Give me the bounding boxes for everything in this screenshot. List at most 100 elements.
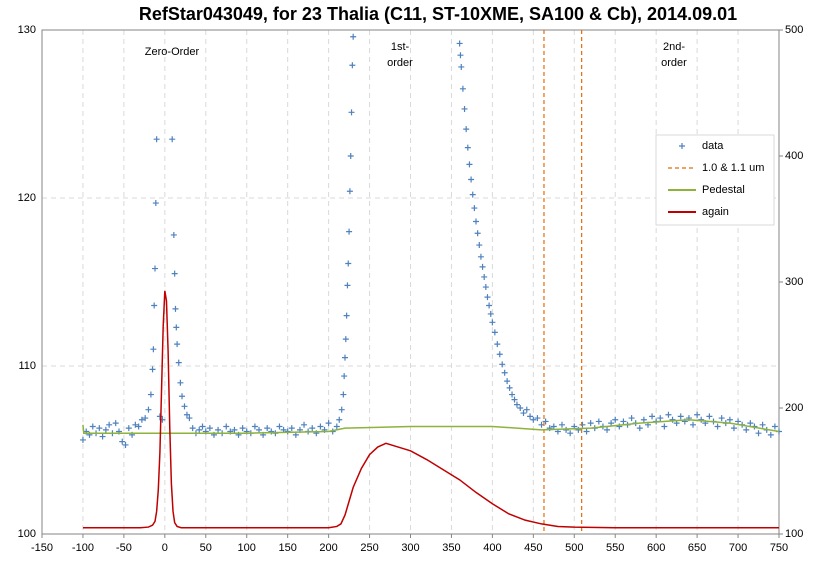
data-point [665, 411, 672, 418]
data-point [325, 420, 332, 427]
data-point [506, 384, 513, 391]
data-point [346, 188, 353, 195]
data-point [550, 423, 557, 430]
data-point [466, 161, 473, 168]
data-point [755, 430, 762, 437]
data-point [189, 425, 196, 432]
data-point [288, 425, 295, 432]
x-tick-label: 600 [647, 542, 665, 554]
data-point [718, 415, 725, 422]
data-point [595, 418, 602, 425]
data-point [542, 418, 549, 425]
x-tick-label: 100 [238, 542, 256, 554]
data-point [513, 401, 520, 408]
x-tick-label: 400 [483, 542, 501, 554]
data-point [345, 260, 352, 267]
data-point [186, 415, 193, 422]
annotation: order [661, 57, 687, 69]
data-point [125, 425, 132, 432]
data-point [661, 423, 668, 430]
chart-title: RefStar043049, for 23 Thalia (C11, ST-10… [139, 4, 737, 24]
annotation: 2nd- [663, 41, 685, 53]
data-point [730, 425, 737, 432]
data-point [747, 420, 754, 427]
data-point [735, 418, 742, 425]
x-tick-label: -100 [72, 542, 94, 554]
data-point [239, 425, 246, 432]
x-tick-label: 350 [442, 542, 460, 554]
data-point [669, 416, 676, 423]
data-point [340, 391, 347, 398]
data-point [343, 312, 350, 319]
data-point [459, 85, 466, 92]
x-tick-label: 650 [688, 542, 706, 554]
y2-tick-label: 400 [785, 150, 803, 162]
x-tick-label: 500 [565, 542, 583, 554]
y2-tick-label: 500 [785, 24, 803, 36]
data-point [183, 411, 190, 418]
x-tick-label: 0 [162, 542, 168, 554]
data-point [473, 218, 480, 225]
data-point [511, 396, 518, 403]
data-point [698, 416, 705, 423]
data-point [349, 62, 356, 69]
data-point [79, 436, 86, 443]
data-point [461, 105, 468, 112]
data-point [142, 415, 149, 422]
data-point [476, 242, 483, 249]
data-point [342, 336, 349, 343]
data-point [341, 373, 348, 380]
legend-label: 1.0 & 1.1 um [702, 162, 764, 174]
annotation: Zero-Order [145, 46, 200, 58]
data-point [276, 423, 283, 430]
data-point [456, 40, 463, 47]
data-point [563, 426, 570, 433]
data-point [264, 425, 271, 432]
data-point [181, 403, 188, 410]
data-point [348, 109, 355, 116]
data-point [96, 425, 103, 432]
x-tick-label: 50 [200, 542, 212, 554]
data-point [501, 369, 508, 376]
y-tick-label: 110 [18, 360, 36, 372]
data-point [147, 391, 154, 398]
data-point [175, 359, 182, 366]
data-point [677, 413, 684, 420]
data-point [152, 265, 159, 272]
annotation: 1st- [391, 41, 410, 53]
data-point [481, 273, 488, 280]
data-point [341, 354, 348, 361]
data-point [523, 406, 530, 413]
data-point [636, 425, 643, 432]
data-point [346, 228, 353, 235]
data-point [583, 428, 590, 435]
data-point [151, 302, 158, 309]
data-point [457, 52, 464, 59]
data-point [771, 423, 778, 430]
data-point [520, 410, 527, 417]
data-point [726, 416, 733, 423]
data-point [150, 346, 157, 353]
data-point [714, 423, 721, 430]
data-point [690, 421, 697, 428]
data-point [628, 415, 635, 422]
data-point [336, 416, 343, 423]
data-point [496, 351, 503, 358]
data-point [333, 423, 340, 430]
data-point [486, 302, 493, 309]
data-point [206, 425, 213, 432]
x-tick-label: 300 [401, 542, 419, 554]
data-point [477, 253, 484, 260]
legend-marker [679, 143, 685, 149]
data-point [579, 421, 586, 428]
x-tick-label: 450 [524, 542, 542, 554]
legend-label: data [702, 140, 724, 152]
data-point [706, 413, 713, 420]
data-point [482, 284, 489, 291]
data-point [174, 341, 181, 348]
data-point [494, 341, 501, 348]
data-point [530, 416, 537, 423]
data-point [499, 361, 506, 368]
